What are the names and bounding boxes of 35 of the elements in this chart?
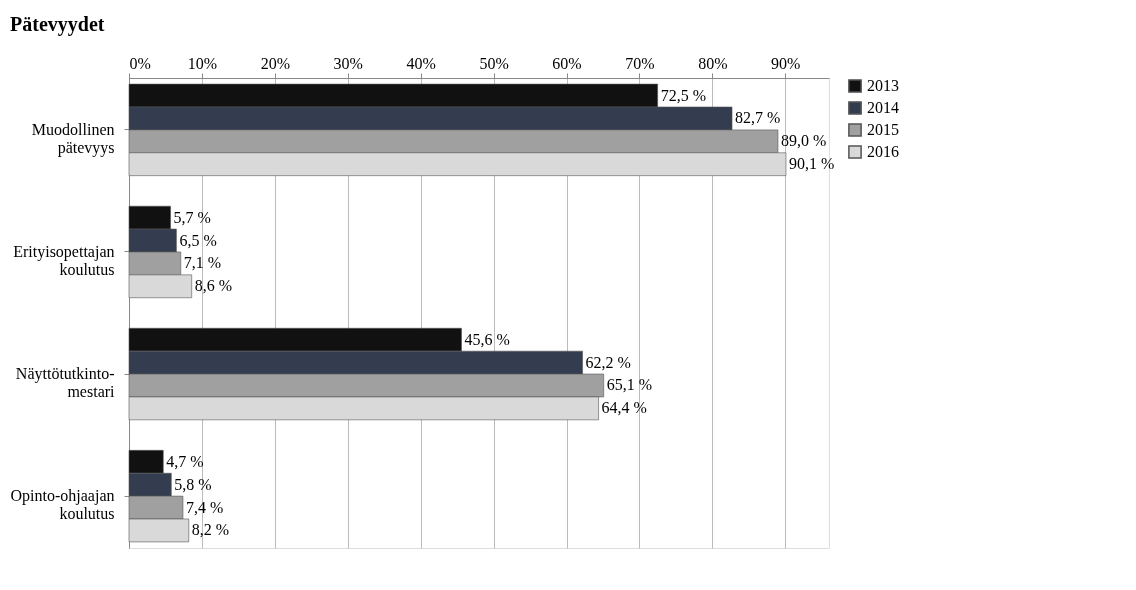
chart-title: Pätevyydet [10, 13, 105, 36]
x-tick-label: 50% [479, 54, 509, 72]
legend-label: 2015 [867, 121, 899, 138]
data-label: 7,4 % [185, 498, 224, 516]
data-label: 72,5 % [660, 86, 706, 104]
legend-label: 2016 [867, 143, 899, 160]
data-label: 62,2 % [585, 353, 631, 371]
y-tick-label: Näyttötutkinto- mestari [15, 365, 116, 401]
data-label: 5,8 % [174, 475, 212, 493]
data-label: 65,1 % [606, 376, 653, 394]
x-tick-label: 10% [187, 54, 218, 72]
y-tick-label: Opinto-ohjaajan koulutus [10, 487, 115, 523]
legend-label: 2013 [867, 77, 899, 94]
data-label: 82,7 % [735, 109, 781, 127]
data-label: 7,1 % [183, 254, 222, 272]
x-tick-label: 70% [625, 54, 655, 72]
x-tick-label: 90% [771, 54, 801, 72]
x-tick-label: 40% [406, 54, 436, 72]
x-tick-label: 20% [260, 54, 290, 72]
x-tick-label: 60% [552, 54, 582, 72]
data-label: 6,5 % [179, 231, 217, 249]
data-label: 5,7 % [173, 208, 211, 226]
y-tick-label: Muodollinen pätevyys [31, 120, 115, 157]
legend-label: 2014 [867, 99, 899, 116]
x-tick-label: 0% [129, 54, 151, 72]
data-label: 89,0 % [780, 132, 827, 150]
data-label: 8,2 % [191, 521, 230, 539]
data-label: 8,6 % [194, 277, 233, 295]
data-label: 64,4 % [601, 399, 647, 417]
y-tick-label: Erityisopettajan koulutus [13, 242, 115, 278]
x-tick-label: 30% [333, 54, 363, 72]
x-tick-label: 80% [698, 54, 728, 72]
data-label: 90,1 % [788, 155, 835, 173]
data-label: 45,6 % [464, 330, 510, 348]
data-label: 4,7 % [166, 452, 204, 470]
